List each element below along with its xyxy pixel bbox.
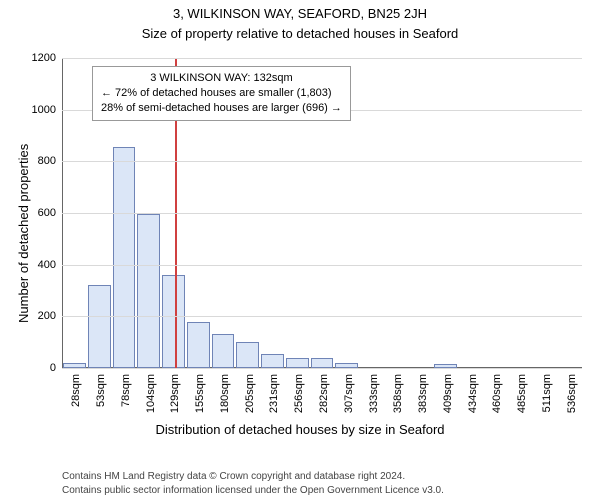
histogram-bar xyxy=(162,275,185,368)
x-tick-label: 536sqm xyxy=(566,374,578,413)
histogram-bar xyxy=(236,342,259,368)
histogram-bar xyxy=(88,285,111,368)
info-line-1: 3 WILKINSON WAY: 132sqm xyxy=(101,71,342,86)
info-line-2: ← 72% of detached houses are smaller (1,… xyxy=(101,86,342,101)
x-tick-label: 358sqm xyxy=(392,374,404,413)
histogram-bar xyxy=(113,147,136,368)
y-tick-label: 200 xyxy=(38,310,62,322)
y-tick-label: 800 xyxy=(38,155,62,167)
gridline xyxy=(62,58,582,59)
x-tick-label: 485sqm xyxy=(516,374,528,413)
x-tick-label: 333sqm xyxy=(368,374,380,413)
histogram-bar xyxy=(137,214,160,368)
footer-line-2: Contains public sector information licen… xyxy=(0,485,600,496)
x-axis-label: Distribution of detached houses by size … xyxy=(0,422,600,437)
x-tick-label: 104sqm xyxy=(145,374,157,413)
histogram-bar xyxy=(311,358,334,368)
x-tick-label: 307sqm xyxy=(343,374,355,413)
histogram-bar xyxy=(212,334,235,368)
address-title: 3, WILKINSON WAY, SEAFORD, BN25 2JH xyxy=(0,6,600,21)
x-tick-label: 511sqm xyxy=(541,374,553,412)
chart-subtitle: Size of property relative to detached ho… xyxy=(0,26,600,41)
y-axis-label: Number of detached properties xyxy=(16,144,31,323)
gridline xyxy=(62,213,582,214)
gridline xyxy=(62,316,582,317)
gridline xyxy=(62,265,582,266)
footer-line-1: Contains HM Land Registry data © Crown c… xyxy=(0,471,600,482)
x-tick-label: 409sqm xyxy=(442,374,454,413)
x-tick-label: 434sqm xyxy=(467,374,479,413)
y-tick-label: 0 xyxy=(50,362,62,374)
info-line-3: 28% of semi-detached houses are larger (… xyxy=(101,101,342,116)
x-tick-label: 78sqm xyxy=(120,374,132,407)
gridline xyxy=(62,161,582,162)
chart-container: { "header": { "address": "3, WILKINSON W… xyxy=(0,0,600,500)
x-tick-label: 383sqm xyxy=(417,374,429,413)
x-tick-label: 256sqm xyxy=(293,374,305,413)
y-tick-label: 1000 xyxy=(32,104,62,116)
x-tick-label: 129sqm xyxy=(169,374,181,413)
x-tick-label: 53sqm xyxy=(95,374,107,407)
x-tick-label: 231sqm xyxy=(268,374,280,413)
x-tick-label: 282sqm xyxy=(318,374,330,413)
histogram-bar xyxy=(286,358,309,368)
histogram-bar xyxy=(261,354,284,368)
y-tick-label: 400 xyxy=(38,259,62,271)
x-tick-label: 205sqm xyxy=(244,374,256,413)
x-tick-label: 28sqm xyxy=(70,374,82,407)
info-box: 3 WILKINSON WAY: 132sqm ← 72% of detache… xyxy=(92,66,351,121)
y-tick-label: 600 xyxy=(38,207,62,219)
x-tick-label: 155sqm xyxy=(194,374,206,413)
x-tick-label: 460sqm xyxy=(491,374,503,413)
gridline xyxy=(62,368,582,369)
x-tick-label: 180sqm xyxy=(219,374,231,413)
histogram-bar xyxy=(187,322,210,369)
y-tick-label: 1200 xyxy=(32,52,62,64)
